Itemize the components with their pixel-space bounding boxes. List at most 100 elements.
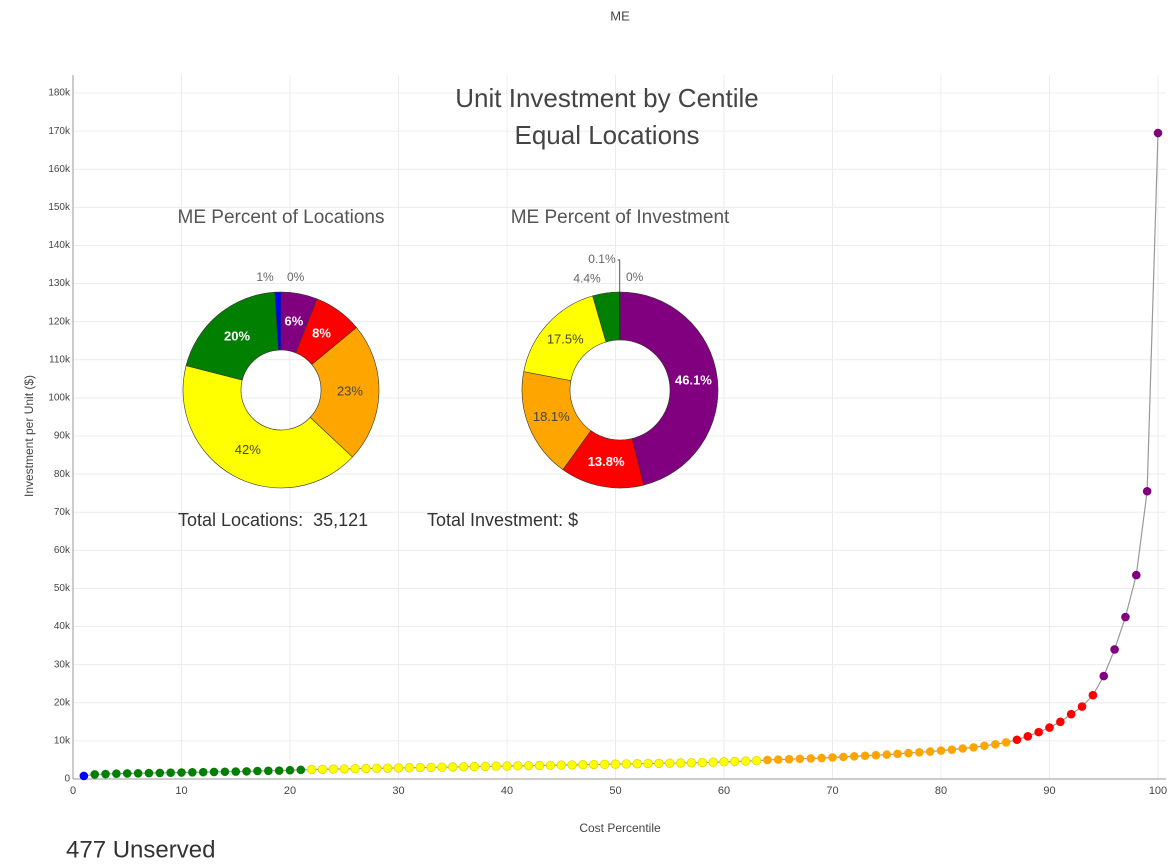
pie-label: 0% bbox=[287, 270, 305, 284]
connecting-line bbox=[83, 133, 1159, 777]
data-point bbox=[112, 769, 121, 778]
x-tick-label: 20 bbox=[284, 785, 296, 797]
data-point bbox=[1088, 690, 1098, 700]
data-point bbox=[817, 753, 826, 763]
data-point bbox=[969, 743, 978, 752]
x-tick-label: 100 bbox=[1149, 785, 1167, 797]
data-point bbox=[231, 767, 241, 776]
data-point bbox=[610, 759, 621, 769]
pie-label: 1% bbox=[256, 270, 274, 284]
x-tick-label: 90 bbox=[1043, 785, 1055, 797]
y-axis-title: Investment per Unit ($) bbox=[22, 375, 36, 497]
y-tick-label: 160k bbox=[48, 164, 71, 175]
data-point bbox=[1066, 709, 1076, 719]
data-point bbox=[947, 745, 957, 754]
data-point bbox=[632, 759, 642, 769]
pie-slice bbox=[619, 291, 719, 486]
data-point bbox=[1121, 612, 1130, 622]
pie-label: 6% bbox=[285, 314, 304, 329]
data-point bbox=[599, 759, 610, 770]
data-point bbox=[426, 762, 436, 773]
data-point bbox=[382, 763, 393, 773]
x-tick-label: 60 bbox=[718, 785, 730, 797]
y-tick-label: 90k bbox=[54, 431, 71, 442]
pie-label: 4.4% bbox=[573, 271, 601, 285]
data-point bbox=[773, 755, 783, 764]
data-point bbox=[904, 748, 913, 758]
x-tick-label: 30 bbox=[392, 785, 404, 797]
data-point bbox=[513, 761, 523, 771]
data-point bbox=[339, 764, 349, 774]
data-point bbox=[871, 750, 881, 760]
data-point bbox=[1056, 717, 1065, 727]
data-point bbox=[361, 763, 371, 774]
y-tick-label: 50k bbox=[54, 583, 71, 594]
data-point bbox=[90, 770, 99, 779]
pie-title: ME Percent of Locations bbox=[178, 207, 385, 228]
pie-label: 23% bbox=[337, 384, 363, 399]
y-tick-label: 10k bbox=[54, 736, 71, 747]
pie-label: 17.5% bbox=[547, 332, 584, 347]
data-point bbox=[806, 754, 816, 763]
data-point bbox=[307, 764, 317, 775]
data-point bbox=[274, 766, 284, 775]
data-point bbox=[763, 755, 772, 765]
data-point bbox=[415, 762, 425, 773]
data-point bbox=[502, 761, 512, 771]
data-point bbox=[686, 758, 697, 768]
y-tick-label: 30k bbox=[54, 659, 71, 670]
x-tick-label: 40 bbox=[501, 785, 513, 797]
pie-label: 20% bbox=[224, 328, 250, 343]
data-point bbox=[784, 754, 794, 764]
data-point bbox=[437, 762, 447, 772]
data-point bbox=[264, 766, 273, 776]
data-point bbox=[915, 748, 924, 757]
data-point bbox=[469, 761, 480, 772]
chart-subtitle: Equal Locations bbox=[514, 120, 699, 150]
data-point bbox=[393, 763, 404, 773]
y-tick-label: 80k bbox=[54, 469, 71, 480]
y-tick-label: 150k bbox=[48, 202, 71, 213]
data-point bbox=[1132, 570, 1141, 580]
data-point bbox=[893, 749, 902, 759]
data-point bbox=[654, 758, 664, 769]
data-point bbox=[177, 768, 186, 777]
data-point bbox=[751, 756, 762, 766]
data-point bbox=[621, 759, 632, 769]
data-point bbox=[719, 757, 729, 767]
header: ME bbox=[610, 8, 630, 23]
y-tick-label: 20k bbox=[54, 697, 71, 708]
data-point bbox=[882, 750, 892, 759]
y-tick-label: 70k bbox=[54, 507, 71, 518]
data-point bbox=[101, 769, 110, 779]
data-point bbox=[209, 767, 219, 777]
data-point bbox=[166, 768, 175, 778]
data-point bbox=[839, 752, 848, 762]
pie-slice bbox=[182, 365, 353, 489]
data-point bbox=[1153, 128, 1163, 138]
data-point bbox=[144, 768, 154, 778]
y-tick-label: 60k bbox=[54, 545, 71, 556]
y-tick-label: 130k bbox=[48, 278, 71, 289]
x-axis-title: Cost Percentile bbox=[579, 821, 661, 835]
x-tick-label: 50 bbox=[609, 785, 621, 797]
data-point bbox=[578, 760, 588, 770]
data-point bbox=[155, 768, 165, 778]
data-point bbox=[545, 760, 556, 770]
data-point bbox=[458, 762, 469, 772]
data-point bbox=[79, 771, 89, 781]
data-point bbox=[317, 764, 328, 774]
data-point bbox=[350, 764, 360, 774]
pie-title: ME Percent of Investment bbox=[511, 207, 730, 228]
pie-label: 13.8% bbox=[588, 454, 625, 469]
data-point bbox=[242, 767, 251, 776]
data-point bbox=[860, 751, 870, 761]
data-point bbox=[567, 760, 577, 770]
data-point bbox=[448, 762, 458, 772]
data-point bbox=[1001, 738, 1011, 747]
data-point bbox=[730, 756, 740, 767]
data-point bbox=[1077, 702, 1087, 711]
y-tick-label: 140k bbox=[48, 240, 71, 251]
pie-slice bbox=[309, 327, 380, 458]
